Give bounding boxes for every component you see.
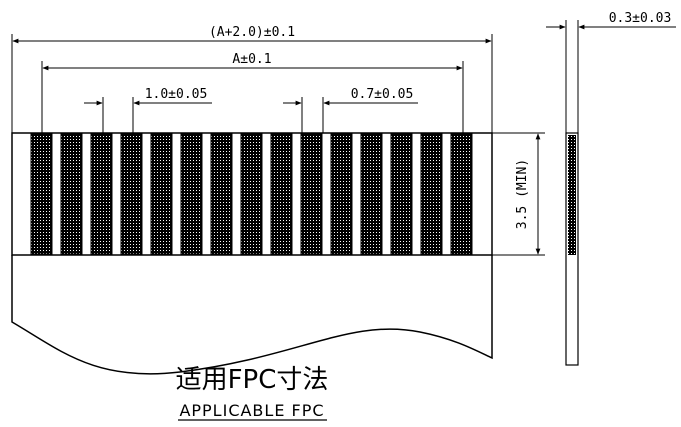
min-length-label: 3.5 (MIN) (515, 159, 530, 229)
overall-width-dimension (11, 34, 493, 133)
contact-pad (120, 133, 143, 255)
pitch-dimension (84, 97, 212, 133)
title-english: APPLICABLE FPC (179, 401, 324, 420)
contact-pad (300, 133, 323, 255)
contact-pad (150, 133, 173, 255)
contact-span-dimension (41, 61, 464, 133)
contact-span-label: A±0.1 (232, 52, 271, 67)
min-length-dimension (492, 132, 545, 256)
title-chinese: 适用FPC寸法 (176, 365, 329, 395)
contact-pad (240, 133, 263, 255)
contact-pad (30, 133, 53, 255)
contact-pad (390, 133, 413, 255)
contact-pad (60, 133, 83, 255)
thickness-label: 0.3±0.03 (609, 11, 672, 26)
contact-pad (360, 133, 383, 255)
overall-width-label: (A+2.0)±0.1 (209, 25, 295, 40)
contact-pad (180, 133, 203, 255)
contact-pad (270, 133, 293, 255)
pitch-label: 1.0±0.05 (145, 87, 208, 102)
thickness-dimension (546, 20, 676, 133)
contact-pad (420, 133, 443, 255)
contact-pad (450, 133, 473, 255)
contact-pad (330, 133, 353, 255)
contact-pad (210, 133, 233, 255)
contact-pads (30, 133, 473, 255)
contact-width-dimension (283, 97, 418, 133)
side-view (565, 132, 579, 366)
fpc-outline (11, 132, 493, 375)
contact-pad (90, 133, 113, 255)
contact-width-label: 0.7±0.05 (351, 87, 414, 102)
